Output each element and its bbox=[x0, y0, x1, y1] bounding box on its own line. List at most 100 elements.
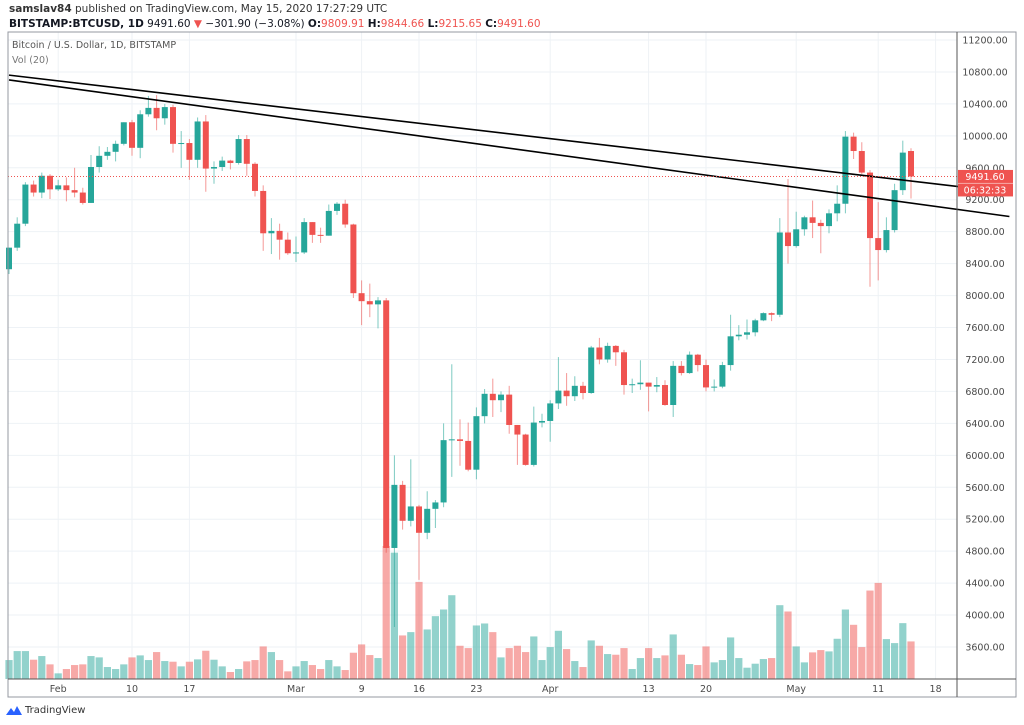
volume-bar bbox=[161, 661, 169, 679]
candle-body bbox=[555, 390, 562, 404]
volume-bar bbox=[538, 660, 546, 679]
candle-body bbox=[170, 107, 176, 144]
close-label: C: bbox=[485, 18, 498, 30]
volume-bar bbox=[423, 629, 431, 679]
trendline bbox=[8, 79, 1010, 218]
volume-bar bbox=[636, 658, 644, 679]
brand-text: TradingView bbox=[25, 705, 86, 716]
candle-body bbox=[235, 139, 242, 163]
price-tick-label: 7600.00 bbox=[965, 323, 1004, 334]
candle-body bbox=[317, 234, 324, 236]
candle-body bbox=[96, 155, 103, 167]
candle-body bbox=[276, 230, 283, 240]
volume-bar bbox=[177, 666, 185, 679]
volume-bar bbox=[874, 582, 882, 679]
volume-bar bbox=[481, 623, 489, 679]
volume-bar bbox=[505, 648, 513, 679]
volume-bar bbox=[103, 667, 111, 679]
candle-body bbox=[383, 300, 390, 548]
price-tick-label: 8800.00 bbox=[965, 227, 1004, 238]
candle-body bbox=[71, 190, 78, 193]
candle-body bbox=[260, 190, 267, 234]
candle-body bbox=[465, 440, 472, 470]
time-tick-label: Mar bbox=[287, 684, 305, 695]
price-tick-label: 8400.00 bbox=[965, 259, 1004, 270]
candle-body bbox=[489, 393, 496, 401]
volume-bar bbox=[358, 644, 366, 679]
candle-body bbox=[137, 114, 144, 148]
volume-bar bbox=[169, 661, 177, 679]
candle-body bbox=[629, 384, 636, 386]
last-price-badge-bg bbox=[958, 169, 1013, 183]
candle-body bbox=[514, 424, 521, 435]
candle-body bbox=[301, 222, 308, 253]
volume-bar bbox=[677, 654, 685, 679]
volume-bar bbox=[579, 667, 587, 679]
volume-bar bbox=[759, 659, 767, 679]
symbol-info: BITSTAMP:BTCUSD, 1D 9491.60 ▼ −301.90 (−… bbox=[9, 18, 541, 30]
candle-body bbox=[891, 190, 898, 231]
volume-bar bbox=[743, 667, 751, 679]
price-tick-label: 3600.00 bbox=[965, 643, 1004, 654]
volume-bar bbox=[554, 630, 562, 679]
candle-body bbox=[621, 352, 627, 386]
candle-body bbox=[703, 365, 709, 388]
price-tick-label: 6400.00 bbox=[965, 419, 1004, 430]
candle-body bbox=[826, 213, 832, 227]
candle-body bbox=[38, 175, 45, 193]
low-value: 9215.65 bbox=[438, 18, 482, 30]
volume-bar bbox=[235, 669, 243, 679]
tradingview-logo[interactable]: TradingView bbox=[6, 705, 85, 716]
candle-body bbox=[858, 151, 865, 173]
candle-body bbox=[161, 107, 168, 119]
volume-bar bbox=[587, 640, 595, 679]
volume-bar bbox=[571, 661, 579, 679]
volume-bar bbox=[267, 652, 275, 679]
high-value: 9844.66 bbox=[380, 18, 425, 30]
volume-bar bbox=[136, 655, 144, 679]
candle-body bbox=[637, 382, 644, 385]
price-tick-label: 10800.00 bbox=[962, 67, 1007, 78]
candle-body bbox=[30, 184, 37, 193]
candle-body bbox=[194, 121, 201, 160]
volume-bar bbox=[194, 659, 202, 679]
candle-body bbox=[596, 347, 603, 360]
candle-body bbox=[547, 403, 554, 421]
candle-body bbox=[834, 203, 841, 214]
candle-body bbox=[867, 172, 873, 239]
volume-bar bbox=[79, 664, 87, 679]
volume-bar bbox=[333, 666, 341, 679]
publish-info: samslav84 published on TradingView.com, … bbox=[9, 3, 387, 15]
volume-legend[interactable]: Vol (20) bbox=[12, 55, 49, 66]
volume-bar bbox=[661, 655, 669, 679]
volume-bar bbox=[46, 664, 54, 679]
volume-bar bbox=[366, 655, 374, 679]
published-text: published on TradingView.com, May 15, 20… bbox=[75, 3, 388, 15]
time-tick-label: 10 bbox=[126, 684, 138, 695]
volume-bar bbox=[440, 609, 448, 679]
price-tick-label: 4400.00 bbox=[965, 579, 1004, 590]
candle-body bbox=[752, 320, 759, 333]
price-tick-label: 4000.00 bbox=[965, 611, 1004, 622]
candle-body bbox=[506, 394, 513, 425]
candle-body bbox=[399, 484, 406, 521]
countdown-badge-text: 06:32:33 bbox=[964, 185, 1007, 196]
publisher-name[interactable]: samslav84 bbox=[9, 3, 72, 15]
volume-bar bbox=[702, 646, 710, 679]
volume-bar bbox=[243, 661, 251, 679]
candle-body bbox=[6, 247, 12, 270]
volume-bar bbox=[489, 632, 497, 679]
volume-bar bbox=[325, 660, 333, 679]
candle-body bbox=[563, 390, 570, 397]
candle-body bbox=[899, 152, 906, 191]
volume-bar bbox=[628, 669, 636, 679]
time-tick-label: 23 bbox=[470, 684, 482, 695]
last-price-badge-text: 9491.60 bbox=[965, 172, 1004, 183]
candle-body bbox=[842, 136, 849, 204]
volume-bar bbox=[38, 656, 46, 679]
volume-bar bbox=[407, 632, 415, 679]
volume-bar bbox=[612, 654, 620, 679]
candle-body bbox=[63, 185, 70, 191]
time-tick-label: Feb bbox=[50, 684, 67, 695]
